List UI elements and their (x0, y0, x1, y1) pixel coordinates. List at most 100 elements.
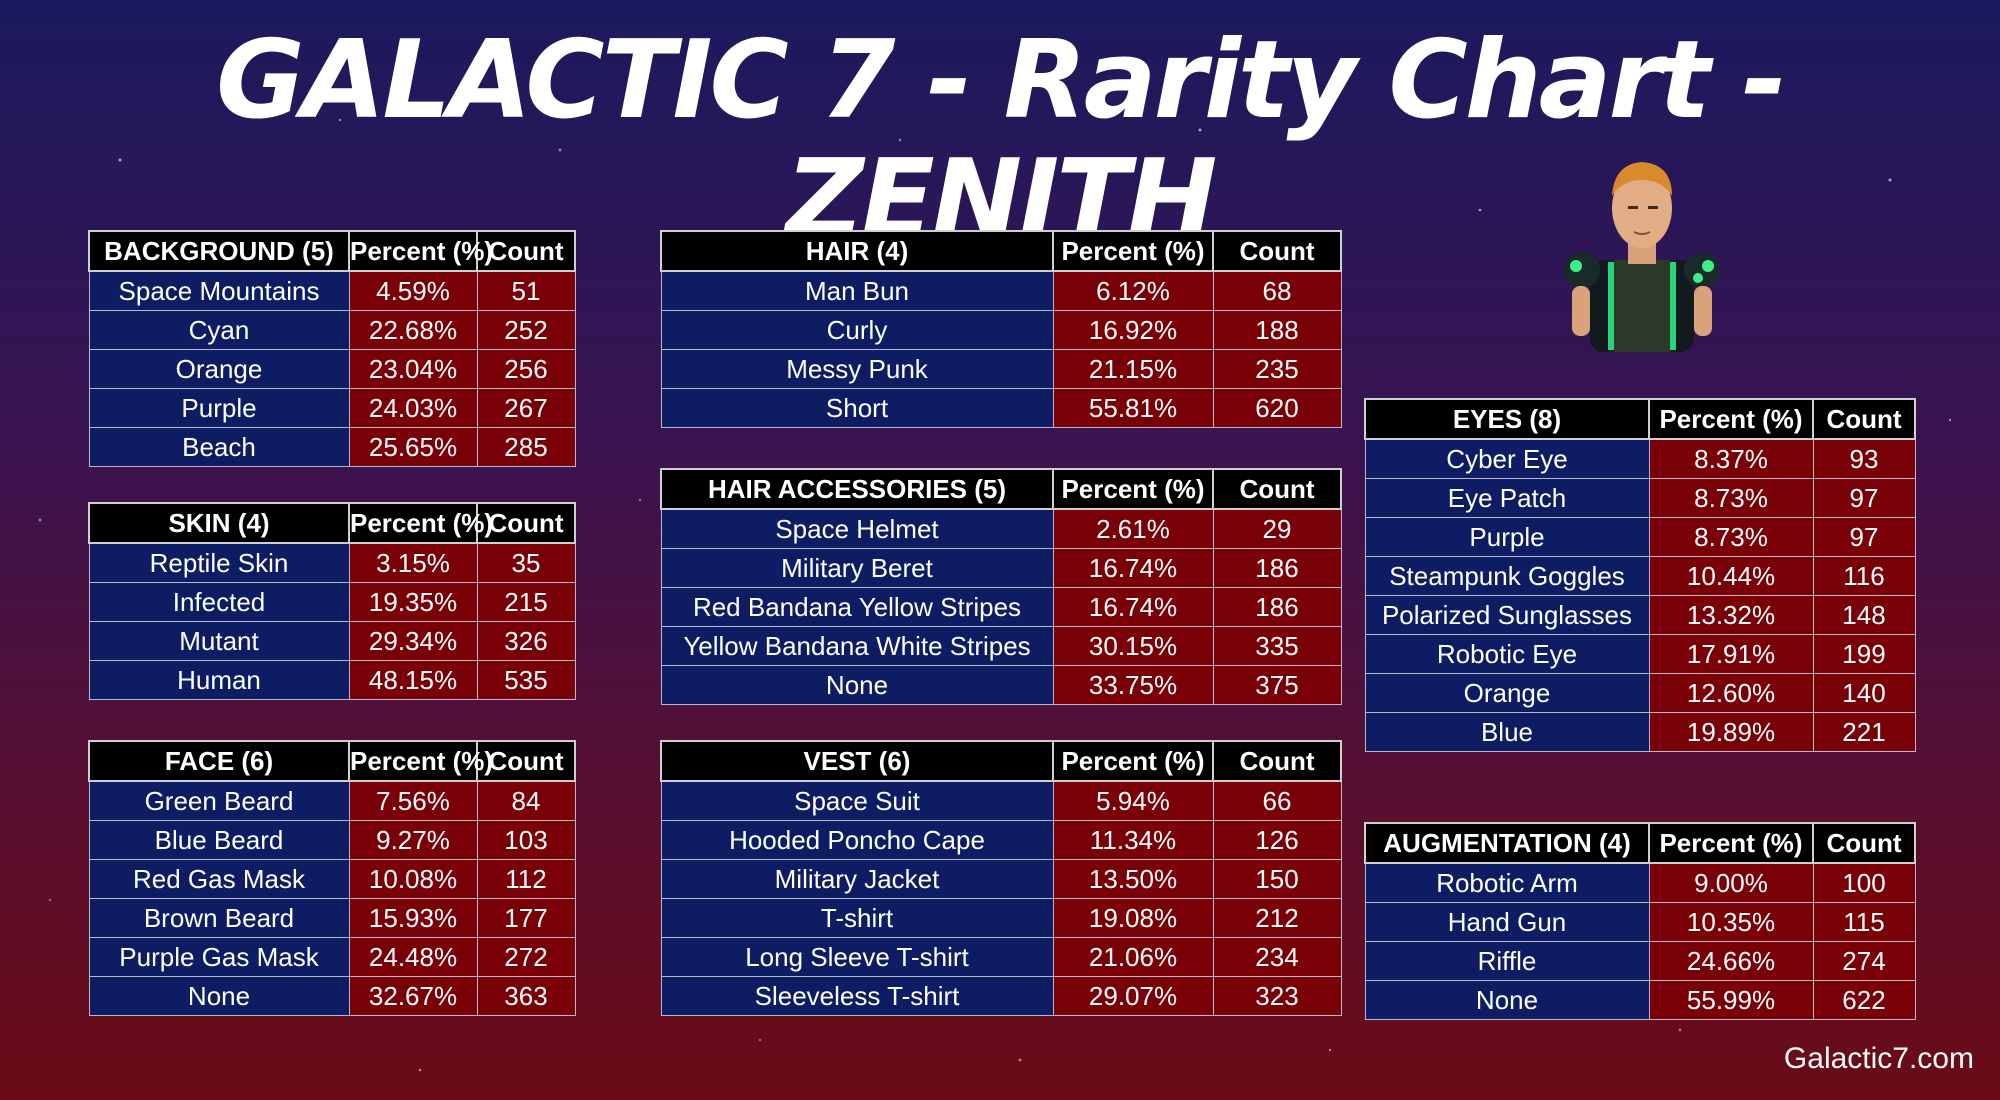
table-row: Brown Beard 15.93% 177 (88, 898, 576, 938)
trait-name: Polarized Sunglasses (1364, 595, 1650, 635)
table-header-row: EYES (8) Percent (%) Count (1364, 398, 1916, 440)
trait-count: 112 (476, 859, 576, 899)
trait-percent: 10.44% (1648, 556, 1814, 596)
trait-percent: 12.60% (1648, 673, 1814, 713)
header-count: Count (1212, 468, 1342, 510)
trait-name: Purple (88, 388, 350, 428)
trait-name: Curly (660, 310, 1054, 350)
trait-count: 252 (476, 310, 576, 350)
trait-count: 68 (1212, 270, 1342, 311)
header-percent: Percent (%) (348, 740, 493, 782)
table-row: None 33.75% 375 (660, 665, 1342, 705)
trait-name: Cyber Eye (1364, 438, 1650, 479)
trait-percent: 55.81% (1052, 388, 1214, 428)
table-header-row: HAIR ACCESSORIES (5) Percent (%) Count (660, 468, 1342, 510)
trait-count: 274 (1812, 941, 1916, 981)
header-count: Count (476, 740, 576, 782)
trait-percent: 8.73% (1648, 517, 1814, 557)
trait-count: 115 (1812, 902, 1916, 942)
trait-percent: 23.04% (348, 349, 478, 389)
header-category: HAIR ACCESSORIES (5) (660, 468, 1054, 510)
table-row: Steampunk Goggles 10.44% 116 (1364, 556, 1916, 596)
trait-percent: 13.50% (1052, 859, 1214, 899)
table-row: Human 48.15% 535 (88, 660, 576, 700)
trait-percent: 10.35% (1648, 902, 1814, 942)
trait-name: Military Jacket (660, 859, 1054, 899)
trait-percent: 32.67% (348, 976, 478, 1016)
trait-percent: 25.65% (348, 427, 478, 467)
trait-name: Space Mountains (88, 270, 350, 311)
table-row: Messy Punk 21.15% 235 (660, 349, 1342, 389)
table-row: Polarized Sunglasses 13.32% 148 (1364, 595, 1916, 635)
trait-count: 267 (476, 388, 576, 428)
trait-name: Short (660, 388, 1054, 428)
trait-count: 188 (1212, 310, 1342, 350)
trait-count: 29 (1212, 508, 1342, 549)
table-row: Red Bandana Yellow Stripes 16.74% 186 (660, 587, 1342, 627)
table-row: Eye Patch 8.73% 97 (1364, 478, 1916, 518)
trait-name: Orange (1364, 673, 1650, 713)
trait-count: 212 (1212, 898, 1342, 938)
trait-percent: 16.74% (1052, 548, 1214, 588)
header-count: Count (1812, 822, 1916, 864)
trait-percent: 22.68% (348, 310, 478, 350)
face-table: FACE (6) Percent (%) Count Green Beard 7.56%… (88, 740, 576, 1016)
trait-percent: 3.15% (348, 542, 478, 583)
table-row: Orange 12.60% 140 (1364, 673, 1916, 713)
trait-percent: 13.32% (1648, 595, 1814, 635)
trait-name: Green Beard (88, 780, 350, 821)
trait-count: 256 (476, 349, 576, 389)
header-category: AUGMENTATION (4) (1364, 822, 1650, 864)
trait-name: Man Bun (660, 270, 1054, 311)
eyes-table: EYES (8) Percent (%) Count Cyber Eye 8.37% 93… (1364, 398, 1916, 752)
trait-count: 140 (1812, 673, 1916, 713)
trait-name: Robotic Eye (1364, 634, 1650, 674)
table-row: Robotic Eye 17.91% 199 (1364, 634, 1916, 674)
trait-name: None (88, 976, 350, 1016)
table-row: Cyber Eye 8.37% 93 (1364, 438, 1916, 479)
header-percent: Percent (%) (1052, 740, 1214, 782)
trait-name: Purple (1364, 517, 1650, 557)
site-url: Galactic7.com (1783, 1042, 1974, 1075)
trait-count: 51 (476, 270, 576, 311)
trait-count: 326 (476, 621, 576, 661)
trait-name: Riffle (1364, 941, 1650, 981)
table-header-row: BACKGROUND (5) Percent (%) Count (88, 230, 576, 272)
trait-name: Space Suit (660, 780, 1054, 821)
table-row: Purple Gas Mask 24.48% 272 (88, 937, 576, 977)
trait-percent: 21.06% (1052, 937, 1214, 977)
hair-accessories-table: HAIR ACCESSORIES (5) Percent (%) Count Spac… (660, 468, 1342, 705)
trait-name: Brown Beard (88, 898, 350, 938)
header-category: VEST (6) (660, 740, 1054, 782)
trait-name: Eye Patch (1364, 478, 1650, 518)
trait-count: 126 (1212, 820, 1342, 860)
trait-name: Orange (88, 349, 350, 389)
table-row: Riffle 24.66% 274 (1364, 941, 1916, 981)
header-count: Count (1212, 230, 1342, 272)
table-row: Hooded Poncho Cape 11.34% 126 (660, 820, 1342, 860)
trait-percent: 16.74% (1052, 587, 1214, 627)
table-header-row: HAIR (4) Percent (%) Count (660, 230, 1342, 272)
trait-count: 235 (1212, 349, 1342, 389)
header-percent: Percent (%) (1648, 822, 1814, 864)
header-category: BACKGROUND (5) (88, 230, 350, 272)
trait-name: Steampunk Goggles (1364, 556, 1650, 596)
table-row: Space Mountains 4.59% 51 (88, 270, 576, 311)
header-count: Count (1212, 740, 1342, 782)
trait-name: T-shirt (660, 898, 1054, 938)
trait-name: Red Gas Mask (88, 859, 350, 899)
trait-count: 66 (1212, 780, 1342, 821)
table-row: Blue Beard 9.27% 103 (88, 820, 576, 860)
trait-count: 103 (476, 820, 576, 860)
trait-name: Blue (1364, 712, 1650, 752)
table-row: Green Beard 7.56% 84 (88, 780, 576, 821)
trait-count: 150 (1212, 859, 1342, 899)
table-row: T-shirt 19.08% 212 (660, 898, 1342, 938)
trait-percent: 10.08% (348, 859, 478, 899)
trait-percent: 48.15% (348, 660, 478, 700)
trait-count: 84 (476, 780, 576, 821)
trait-percent: 19.35% (348, 582, 478, 622)
trait-count: 620 (1212, 388, 1342, 428)
trait-count: 234 (1212, 937, 1342, 977)
trait-name: Yellow Bandana White Stripes (660, 626, 1054, 666)
